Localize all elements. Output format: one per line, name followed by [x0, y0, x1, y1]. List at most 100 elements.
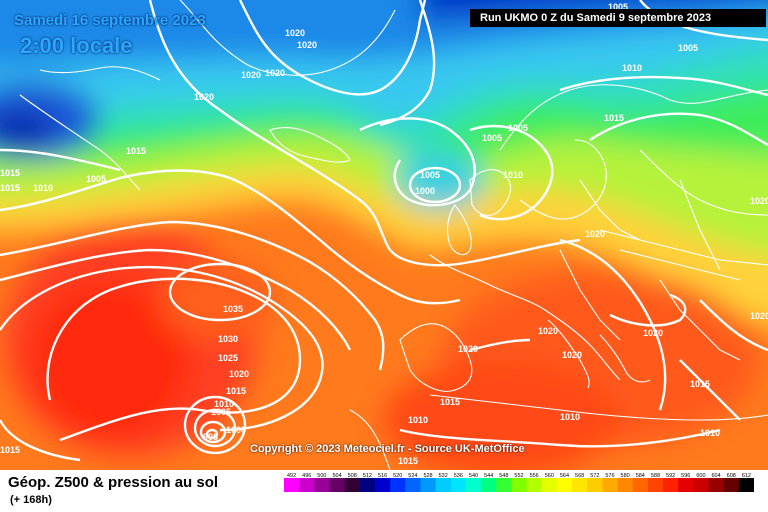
legend-swatch [435, 478, 452, 492]
legend-swatch [359, 478, 376, 492]
forecast-range: (+ 168h) [10, 494, 52, 506]
legend-swatch [632, 478, 649, 492]
legend-swatch [647, 478, 664, 492]
isobar-label: 1020 [194, 92, 214, 102]
legend-value: 560 [544, 473, 554, 479]
isobar-label: 1015 [440, 397, 460, 407]
legend-swatch [556, 478, 573, 492]
legend-labels: 492 496 500 504 508 512 516 520 524 528 532 536 540 5… [284, 473, 754, 483]
isobar-label: 1020 [643, 328, 663, 338]
legend-swatch [496, 478, 512, 492]
isobar-label: 1015 [604, 113, 624, 123]
chart-title: Géop. Z500 & pression au sol [8, 474, 219, 491]
legend-swatch [344, 478, 361, 492]
legend-value: 600 [696, 473, 706, 479]
legend-value: 564 [559, 473, 570, 479]
legend-swatch [390, 478, 406, 492]
isobar-labels: 1005 1020 1020 1020 1020 1020 1015 1005 … [0, 2, 768, 466]
isobar-label: 1010 [33, 183, 53, 193]
color-legend [284, 478, 754, 492]
legend-swatch [299, 478, 315, 492]
legend-value: 512 [362, 473, 372, 479]
legend-value: 500 [317, 473, 327, 479]
legend-swatch [693, 478, 710, 492]
isobar-label: 995 [203, 432, 218, 442]
legend-value: 496 [302, 473, 312, 479]
legend-swatch [465, 478, 482, 492]
legend-value: 604 [711, 473, 721, 479]
legend-value: 584 [635, 473, 645, 479]
isobar-label: 1000 [415, 186, 435, 196]
legend-swatch [572, 478, 588, 492]
isobar-label: 1005 [420, 170, 440, 180]
legend-swatch [329, 478, 346, 492]
isobar-label: 1005 [508, 123, 528, 133]
legend-value: 492 [286, 473, 297, 479]
isobar-label: 1020 [241, 70, 261, 80]
isobar-label: 1020 [285, 28, 305, 38]
isobar-label: 1005 [608, 2, 628, 12]
isobar-label: 1020 [538, 326, 558, 336]
isobar-label: 1015 [0, 445, 20, 455]
legend-value: 524 [408, 473, 418, 479]
isobar-label: 1005 [482, 133, 502, 143]
legend-swatch [617, 478, 634, 492]
isobar-label: 1025 [218, 353, 238, 363]
legend-value: 536 [453, 473, 463, 479]
legend-value: 608 [726, 473, 736, 479]
isobar-label: 1010 [622, 63, 642, 73]
isobar-label: 1005 [86, 174, 106, 184]
copyright-notice: Copyright © 2023 Meteociel.fr - Source U… [250, 443, 525, 455]
isobar-label: 1015 [398, 456, 418, 466]
isobar-label: 1020 [562, 350, 582, 360]
isobar-label: 1020 [229, 369, 249, 379]
legend-swatch [708, 478, 725, 492]
isobar-label: 1020 [297, 40, 317, 50]
weather-map: 1005 1020 1020 1020 1020 1020 1015 1005 … [0, 0, 768, 470]
isobars [0, 0, 768, 460]
run-info: Run UKMO 0 Z du Samedi 9 septembre 2023 [470, 9, 766, 27]
legend-value: 576 [605, 473, 615, 479]
legend-swatch [314, 478, 330, 492]
legend-swatch [738, 478, 754, 492]
legend-value: 556 [529, 473, 539, 479]
isobar-label: 1010 [408, 415, 428, 425]
legend-value: 572 [590, 473, 600, 479]
isobar-label: 1020 [458, 344, 478, 354]
isobar-label: 1020 [750, 311, 768, 321]
legend-swatch [511, 478, 528, 492]
isobar-label: 1015 [0, 168, 20, 178]
legend-swatch [663, 478, 679, 492]
map-canvas: 1005 1020 1020 1020 1020 1020 1015 1005 … [0, 0, 768, 470]
isobar-label: 1010 [503, 170, 523, 180]
legend-swatch [678, 478, 694, 492]
coastlines [19, 0, 768, 470]
forecast-time: 2:00 locale [20, 33, 133, 58]
legend-value: 612 [741, 473, 751, 479]
legend-swatch [284, 478, 300, 492]
legend-swatch [481, 478, 497, 492]
legend-value: 528 [423, 473, 433, 479]
legend-swatch [405, 478, 421, 492]
legend-swatch [602, 478, 619, 492]
legend-value: 588 [650, 473, 661, 479]
legend-value: 552 [514, 473, 524, 479]
legend-value: 544 [484, 473, 494, 479]
legend-value: 596 [681, 473, 691, 479]
legend-value: 540 [468, 473, 479, 479]
isobar-label: 1015 [690, 379, 710, 389]
isobar-label: 1010 [214, 399, 234, 409]
legend-swatch [587, 478, 603, 492]
isobar-label: 1020 [750, 196, 768, 206]
isobar-label: 1020 [265, 68, 285, 78]
isobar-label: 1015 [226, 386, 246, 396]
legend-value: 520 [393, 473, 403, 479]
legend-value: 592 [666, 473, 676, 479]
legend-value: 548 [499, 473, 509, 479]
isobar-label: 1005 [678, 43, 698, 53]
legend-value: 580 [620, 473, 630, 479]
legend-swatch [450, 478, 467, 492]
legend-swatch [723, 478, 740, 492]
legend-value: 504 [332, 473, 342, 479]
legend-value: 532 [438, 473, 448, 479]
